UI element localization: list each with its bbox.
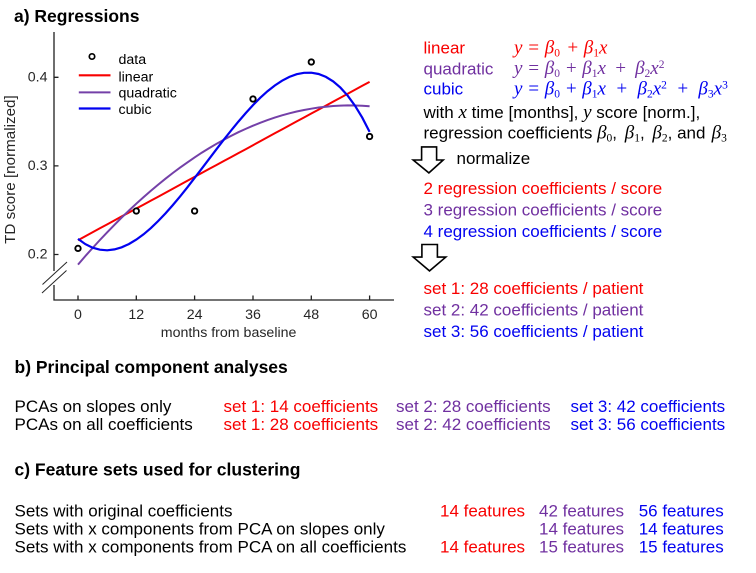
svg-text:36: 36 — [245, 307, 261, 323]
svg-text:42 features: 42 features — [539, 502, 624, 521]
svg-text:normalize: normalize — [457, 149, 531, 168]
svg-text:56 features: 56 features — [639, 502, 724, 521]
svg-text:set 1: 28 coefficients: set 1: 28 coefficients — [224, 415, 379, 434]
svg-text:3 regression coefficients / sc: 3 regression coefficients / score — [424, 201, 663, 220]
svg-text:14 features: 14 features — [440, 538, 525, 557]
svg-text:set 1: 28 coefficients / patie: set 1: 28 coefficients / patient — [424, 279, 644, 298]
svg-text:cubic: cubic — [424, 80, 464, 99]
svg-text:y = β0 + β1x + β2x2: y = β0 + β1x + β2x2 — [512, 58, 665, 80]
svg-text:0.3: 0.3 — [28, 158, 48, 174]
svg-text:TD score [normalized]: TD score [normalized] — [2, 95, 19, 244]
svg-text:15 features: 15 features — [539, 538, 624, 557]
svg-text:48: 48 — [303, 307, 319, 323]
svg-text:14 features: 14 features — [539, 520, 624, 539]
svg-text:set 2: 42 coefficients: set 2: 42 coefficients — [396, 415, 551, 434]
svg-text:set 3: 42 coefficients: set 3: 42 coefficients — [571, 397, 726, 416]
svg-text:14 features: 14 features — [639, 520, 724, 539]
svg-text:PCAs on all coefficients: PCAs on all coefficients — [15, 415, 193, 434]
svg-text:data: data — [119, 52, 147, 68]
svg-text:0: 0 — [74, 307, 82, 323]
svg-text:linear: linear — [119, 70, 154, 86]
svg-text:12: 12 — [128, 307, 144, 323]
svg-text:cubic: cubic — [119, 102, 152, 118]
svg-text:a) Regressions: a) Regressions — [14, 6, 140, 26]
svg-text:with x time [months], y score: with x time [months], y score [norm.], — [423, 102, 701, 123]
svg-text:15 features: 15 features — [639, 538, 724, 557]
svg-text:PCAs on slopes only: PCAs on slopes only — [15, 397, 172, 416]
svg-text:set 1: 14 coefficients: set 1: 14 coefficients — [224, 397, 379, 416]
svg-text:quadratic: quadratic — [424, 59, 494, 78]
svg-text:4 regression coefficients / sc: 4 regression coefficients / score — [424, 222, 663, 241]
svg-text:b) Principal component analyse: b) Principal component analyses — [15, 357, 289, 377]
svg-text:set 3: 56 coefficients: set 3: 56 coefficients — [571, 415, 726, 434]
svg-text:Sets with x components from PC: Sets with x components from PCA on all c… — [15, 538, 407, 557]
svg-text:Sets with original coefficient: Sets with original coefficients — [15, 502, 233, 521]
svg-text:y = β0 + β1x: y = β0 + β1x — [512, 37, 608, 59]
svg-text:y = β0 + β1x + β2x2 + β3x3: y = β0 + β1x + β2x2 + β3x3 — [512, 78, 728, 100]
svg-text:60: 60 — [362, 307, 378, 323]
svg-text:quadratic: quadratic — [119, 86, 177, 102]
svg-text:14 features: 14 features — [440, 502, 525, 521]
svg-text:set 3: 56 coefficients / patie: set 3: 56 coefficients / patient — [424, 322, 644, 341]
svg-text:regression coefficients β0, β1: regression coefficients β0, β1, β2, and … — [424, 122, 728, 144]
svg-text:linear: linear — [424, 39, 466, 58]
svg-text:set 2: 28 coefficients: set 2: 28 coefficients — [396, 397, 551, 416]
svg-text:set 2: 42 coefficients / patie: set 2: 42 coefficients / patient — [424, 301, 644, 320]
svg-text:Sets with x components from PC: Sets with x components from PCA on slope… — [15, 520, 386, 539]
svg-text:0.4: 0.4 — [28, 69, 48, 85]
svg-text:0.2: 0.2 — [28, 247, 48, 263]
svg-text:c) Feature sets used for clust: c) Feature sets used for clustering — [15, 459, 301, 479]
svg-text:months from baseline: months from baseline — [161, 325, 297, 341]
svg-text:2 regression coefficients / sc: 2 regression coefficients / score — [424, 179, 663, 198]
svg-text:24: 24 — [187, 307, 203, 323]
